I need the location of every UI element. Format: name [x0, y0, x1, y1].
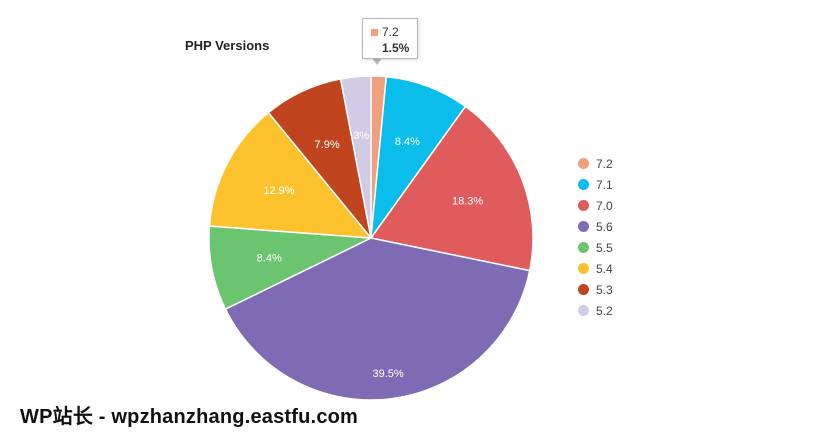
pie-slice-5-4[interactable] — [208, 111, 373, 239]
tooltip-value: 1.5% — [382, 41, 410, 55]
chart-legend: 7.2 7.1 7.0 5.6 5.5 5.4 5.3 5.2 — [578, 153, 613, 321]
legend-label: 7.2 — [596, 156, 613, 171]
legend-item[interactable]: 5.6 — [578, 216, 613, 237]
legend-item[interactable]: 7.1 — [578, 174, 613, 195]
legend-swatch — [578, 200, 589, 211]
pie-slice-5-6[interactable] — [224, 237, 531, 401]
pie-slice-5-2[interactable] — [339, 75, 372, 239]
slice-data-label: 18.3% — [452, 195, 483, 207]
legend-label: 5.5 — [596, 240, 613, 255]
chart-title: PHP Versions — [185, 38, 270, 53]
legend-label: 5.6 — [596, 219, 613, 234]
slice-data-label: 3% — [353, 130, 369, 142]
legend-label: 7.1 — [596, 177, 613, 192]
slice-data-label: 8.4% — [395, 136, 420, 148]
legend-swatch — [578, 305, 589, 316]
legend-item[interactable]: 5.4 — [578, 258, 613, 279]
legend-item[interactable]: 7.2 — [578, 153, 613, 174]
watermark: WP站长 - wpzhanzhang.eastfu.com — [20, 406, 359, 428]
pie-slice-7-1[interactable] — [369, 75, 467, 241]
legend-label: 5.3 — [596, 282, 613, 297]
tooltip-label: 7.2 — [382, 25, 399, 39]
slice-tooltip: 7.2 1.5% — [362, 18, 418, 59]
legend-label: 7.0 — [596, 198, 613, 213]
legend-item[interactable]: 5.3 — [578, 279, 613, 300]
pie-slice-5-5[interactable] — [208, 225, 374, 311]
legend-label: 5.2 — [596, 303, 613, 318]
legend-swatch — [578, 284, 589, 295]
legend-label: 5.4 — [596, 261, 613, 276]
slice-data-label: 7.9% — [315, 139, 340, 151]
legend-swatch — [578, 221, 589, 232]
tooltip-swatch — [371, 28, 378, 36]
legend-swatch — [578, 263, 589, 274]
pie-slice-7-0[interactable] — [369, 105, 534, 272]
legend-item[interactable]: 5.5 — [578, 237, 613, 258]
legend-swatch — [578, 158, 589, 169]
legend-swatch — [578, 179, 589, 190]
slice-data-label: 12.9% — [263, 185, 294, 197]
legend-item[interactable]: 7.0 — [578, 195, 613, 216]
tooltip-caret — [372, 58, 382, 65]
slice-data-label: 8.4% — [257, 253, 282, 265]
legend-swatch — [578, 242, 589, 253]
slice-data-label: 39.5% — [372, 368, 403, 380]
legend-item[interactable]: 5.2 — [578, 300, 613, 321]
